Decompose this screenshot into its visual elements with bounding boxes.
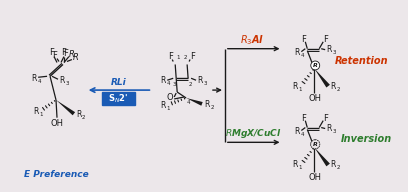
Text: R: R	[313, 63, 318, 68]
Polygon shape	[314, 147, 330, 166]
Text: F: F	[50, 48, 55, 57]
Text: 2: 2	[336, 166, 340, 170]
Text: 4: 4	[301, 132, 304, 137]
Circle shape	[311, 140, 320, 149]
Text: R: R	[31, 74, 37, 83]
Text: 2: 2	[210, 105, 214, 110]
Text: 3: 3	[203, 81, 207, 86]
Text: F: F	[62, 48, 67, 57]
Text: OH: OH	[51, 119, 64, 128]
Text: R: R	[59, 76, 64, 85]
Text: R: R	[313, 142, 318, 147]
Text: R: R	[330, 82, 336, 91]
Text: 4: 4	[38, 79, 41, 84]
Text: Retention: Retention	[335, 55, 389, 65]
Text: R: R	[295, 127, 300, 136]
Text: 4: 4	[186, 100, 190, 105]
Text: $R_3$Al: $R_3$Al	[240, 33, 265, 47]
Text: F: F	[190, 52, 195, 61]
Text: Inversion: Inversion	[340, 134, 392, 144]
Text: R: R	[295, 48, 300, 57]
Text: F: F	[301, 35, 306, 44]
Text: 3: 3	[333, 50, 336, 55]
Text: R: R	[161, 101, 166, 110]
Text: F: F	[168, 52, 173, 61]
Text: R: R	[161, 76, 166, 85]
Polygon shape	[56, 100, 75, 115]
Text: R: R	[326, 124, 332, 133]
Text: 2: 2	[183, 55, 187, 60]
Text: 2: 2	[188, 82, 192, 87]
Text: 2: 2	[82, 115, 86, 120]
Circle shape	[311, 61, 320, 70]
Text: 1: 1	[299, 87, 302, 92]
Text: 4: 4	[166, 81, 170, 86]
Text: 3: 3	[65, 81, 69, 86]
Text: R: R	[76, 110, 82, 119]
Text: $R$MgX/CuCl: $R$MgX/CuCl	[225, 127, 282, 140]
Text: 1: 1	[176, 55, 180, 60]
Text: 4: 4	[301, 53, 304, 58]
Polygon shape	[314, 68, 330, 88]
Text: 3: 3	[333, 129, 336, 134]
Text: R: R	[197, 76, 203, 85]
Text: O: O	[167, 94, 173, 103]
Text: F: F	[301, 114, 306, 123]
Text: E Preference: E Preference	[24, 170, 89, 179]
Text: OH: OH	[309, 173, 322, 182]
Text: R: R	[313, 142, 318, 147]
Polygon shape	[186, 98, 203, 106]
Text: 2: 2	[336, 87, 340, 92]
Text: S$_N$2': S$_N$2'	[109, 92, 129, 105]
Text: R: R	[326, 45, 332, 54]
Text: R: R	[293, 82, 298, 91]
Text: F: F	[323, 114, 328, 123]
Text: R: R	[330, 161, 336, 170]
Text: 1: 1	[39, 112, 43, 117]
Text: R: R	[204, 100, 210, 109]
Text: 1: 1	[299, 166, 302, 170]
Text: R: R	[293, 161, 298, 170]
Text: 1: 1	[166, 106, 170, 111]
Text: OH: OH	[309, 94, 322, 103]
Text: R: R	[69, 50, 75, 59]
Text: R: R	[33, 107, 39, 116]
Text: F: F	[53, 51, 58, 60]
Text: F: F	[323, 35, 328, 44]
Text: R: R	[73, 53, 79, 62]
Text: 3: 3	[173, 82, 176, 87]
Bar	[102, 92, 135, 105]
Circle shape	[311, 140, 320, 149]
Text: F: F	[64, 49, 69, 58]
Text: RLi: RLi	[111, 78, 126, 87]
